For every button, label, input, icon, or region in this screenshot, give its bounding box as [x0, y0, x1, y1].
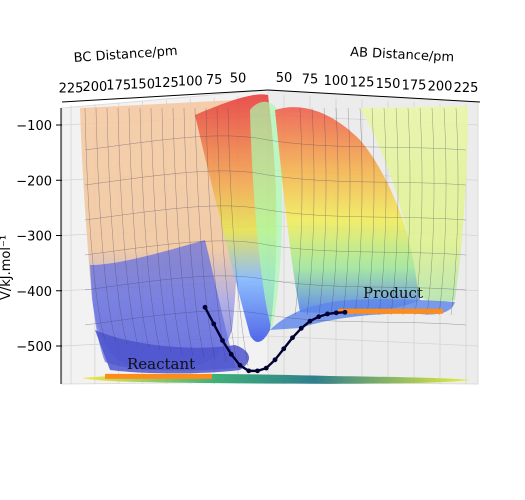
trajectory-point: [263, 365, 269, 371]
x-tick-label: 200: [428, 80, 453, 95]
x-tick-label: 225: [454, 81, 479, 96]
mesh-line: [450, 107, 459, 316]
mesh-line: [150, 107, 172, 353]
mesh-line: [161, 107, 183, 355]
mesh-line: [172, 107, 194, 357]
z-tick-label: −400: [16, 285, 52, 300]
mesh-line: [84, 135, 467, 151]
trajectory-point: [316, 314, 322, 320]
mesh-line: [84, 205, 467, 221]
x-tick-label: 50: [276, 71, 293, 86]
mesh-line: [84, 107, 106, 341]
y-axis-ticks: 225 200 175 150 125 100 75 50: [59, 72, 247, 97]
y-tick-label: 175: [106, 79, 131, 94]
mesh-line: [318, 107, 327, 316]
trajectory-point: [342, 309, 348, 315]
reaction-trajectory: [202, 304, 348, 374]
trajectory-point: [211, 321, 217, 327]
mesh-line: [330, 107, 339, 316]
trajectory-point: [237, 362, 243, 368]
trajectory-point: [255, 368, 260, 374]
x-axis-ticks: 50 75 100 125 150 175 200 225: [276, 71, 479, 96]
mesh-line: [342, 107, 351, 316]
mesh-line: [426, 107, 435, 316]
mesh-line: [366, 107, 375, 316]
z-axis-label: V/kJ.mol⁻¹: [0, 235, 14, 300]
mesh-line: [183, 107, 205, 359]
mesh-line: [378, 107, 387, 316]
mesh-line: [294, 107, 303, 316]
trajectory-point: [298, 325, 304, 331]
y-tick-label: 75: [206, 73, 223, 88]
grid-line-z: [267, 335, 479, 347]
product-label: Product: [363, 284, 423, 302]
mesh-line: [84, 275, 467, 291]
surface-right-plateau: [360, 106, 468, 302]
mesh-line: [390, 107, 399, 316]
mesh-line: [106, 107, 128, 345]
x-tick-label: 175: [402, 78, 427, 93]
mesh-line: [354, 107, 363, 316]
z-axis-ticks: −100 −200 −300 −400 −500: [16, 119, 62, 355]
mesh-line: [227, 107, 249, 367]
y-tick-label: 200: [82, 80, 107, 95]
top-edge-right: [267, 89, 481, 103]
trajectory-point: [220, 338, 225, 343]
x-axis-label: AB Distance/pm: [350, 45, 455, 65]
y-axis-label: BC Distance/pm: [73, 44, 178, 66]
trajectory-point: [202, 304, 208, 310]
top-edge-left: [61, 89, 269, 103]
trajectory-point: [333, 310, 339, 316]
z-tick-label: −300: [16, 230, 52, 245]
mesh-line: [84, 310, 467, 326]
trajectory-point: [307, 318, 313, 324]
x-tick-label: 100: [324, 74, 349, 89]
surface-product-valley: [270, 299, 455, 330]
z-tick-label: −200: [16, 174, 52, 189]
surface-reactant-valley: [95, 330, 250, 374]
mesh-line: [95, 107, 117, 343]
trajectory-point: [325, 311, 330, 317]
y-tick-label: 225: [59, 81, 84, 96]
reactant-label: Reactant: [127, 355, 195, 373]
mesh-line: [438, 107, 447, 316]
x-tick-label: 125: [350, 75, 375, 90]
trajectory-point: [246, 368, 252, 374]
mesh-line: [84, 240, 467, 256]
trajectory-point: [272, 357, 278, 363]
x-tick-label: 150: [376, 77, 401, 92]
surface-saddle: [250, 101, 283, 330]
y-tick-label: 100: [178, 75, 203, 90]
y-tick-label: 50: [230, 72, 247, 87]
mesh-line: [84, 170, 467, 186]
mesh-line: [216, 107, 238, 365]
trajectory-point: [290, 335, 295, 341]
z-tick-label: −500: [16, 340, 52, 355]
trajectory-point: [228, 351, 234, 357]
mesh-line: [306, 107, 315, 316]
y-tick-label: 125: [154, 76, 179, 91]
z-tick-label: −100: [16, 119, 52, 134]
y-tick-label: 150: [130, 77, 155, 92]
mesh-line: [194, 107, 216, 361]
trajectory-point: [281, 346, 287, 352]
mesh-line: [117, 107, 139, 347]
x-tick-label: 75: [302, 72, 319, 87]
